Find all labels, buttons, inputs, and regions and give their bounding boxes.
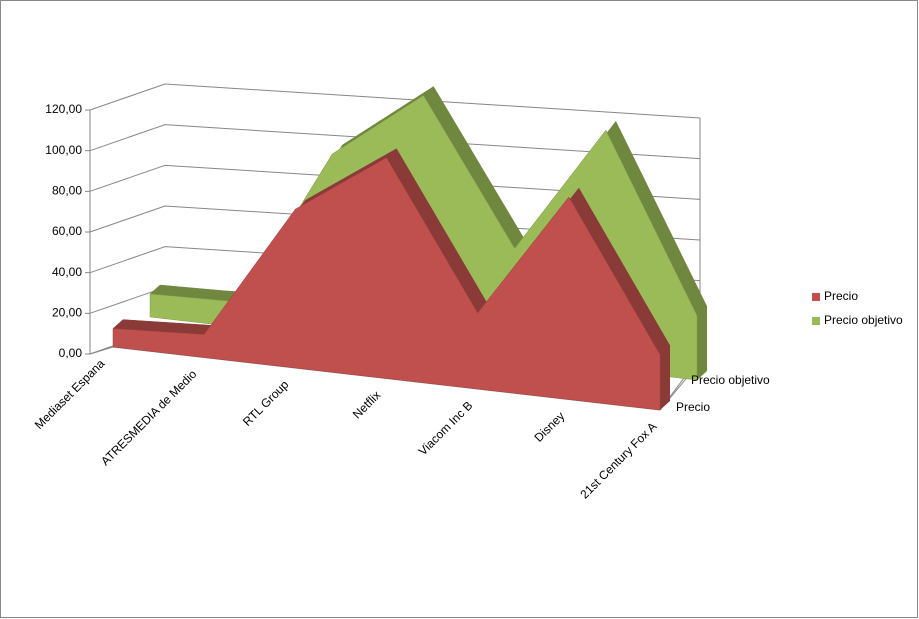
y-tick-label: 120,00 <box>45 102 82 116</box>
depth-tick-label: Precio objetivo <box>691 373 770 387</box>
plot <box>112 86 708 411</box>
legend-swatch <box>812 293 820 301</box>
area-side <box>697 306 707 380</box>
y-tick-label: 80,00 <box>52 184 82 198</box>
legend-label: Precio <box>824 289 858 303</box>
y-tick-label: 60,00 <box>52 224 82 238</box>
grid-line <box>89 205 701 241</box>
grid-line <box>89 124 701 160</box>
area <box>112 157 661 411</box>
y-tick-label: 20,00 <box>52 306 82 320</box>
y-tick-label: 100,00 <box>45 143 82 157</box>
area-side <box>660 345 670 410</box>
grid-line <box>89 83 701 119</box>
legend-swatch <box>812 317 820 325</box>
y-tick-label: 40,00 <box>52 265 82 279</box>
y-tick-label: 0,00 <box>59 346 83 360</box>
depth-tick-label: Precio <box>676 400 710 414</box>
legend-label: Precio objetivo <box>824 313 903 327</box>
grid-line <box>89 164 701 200</box>
